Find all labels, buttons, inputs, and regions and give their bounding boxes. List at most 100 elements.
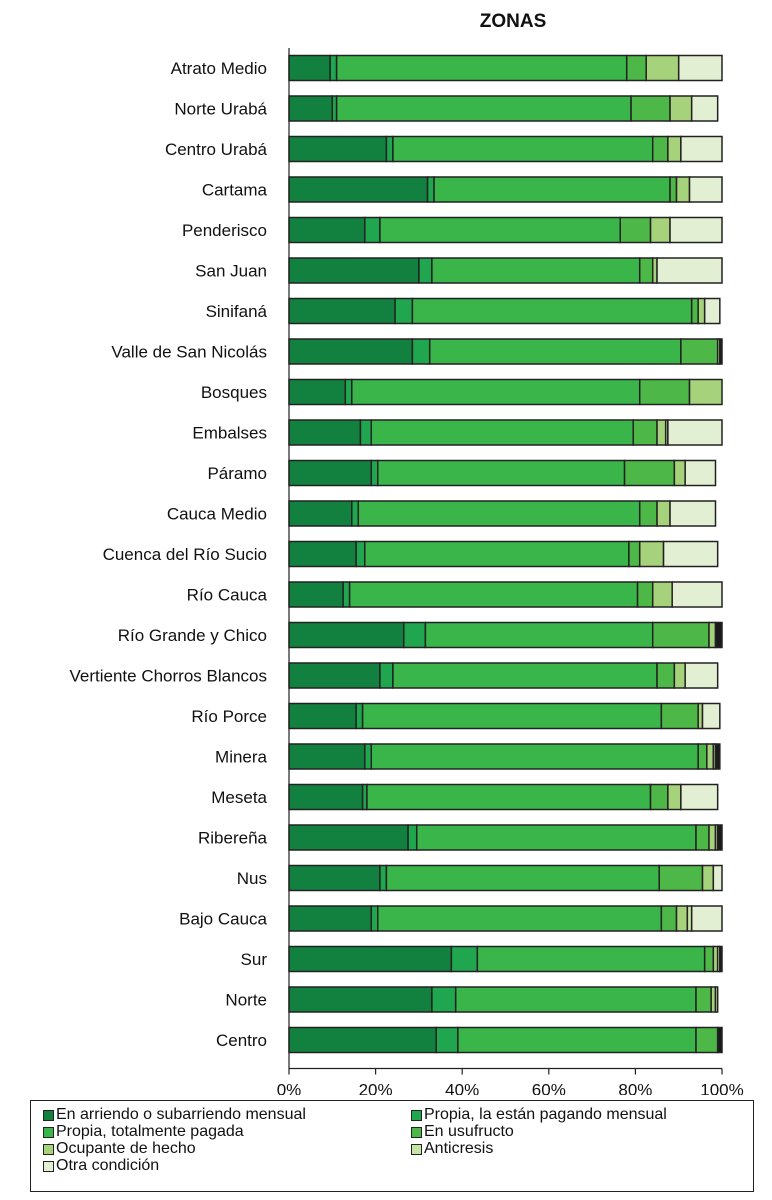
category-label: Meseta (211, 788, 267, 807)
legend-swatch (411, 1143, 422, 1155)
bar-segment (370, 743, 699, 770)
bar-segment (690, 905, 723, 932)
category-label: Sur (241, 950, 268, 969)
bar-segment (625, 54, 647, 82)
bar-segment (697, 297, 706, 325)
legend-label: Ocupante de hecho (56, 1140, 196, 1157)
bar-segment (656, 500, 671, 527)
bar-segment (364, 216, 381, 244)
x-tick-label: 40% (445, 1081, 479, 1096)
category-label: Penderisco (182, 221, 267, 240)
bar-segment (288, 338, 414, 365)
category-label: Ribereña (198, 829, 268, 848)
bar-segment (426, 176, 435, 203)
bar-segment (632, 419, 658, 446)
bar-segment (703, 945, 715, 973)
category-label: Río Porce (191, 707, 267, 726)
bar-segment (675, 905, 689, 932)
bar-segment (688, 378, 723, 406)
bar-segment (288, 176, 429, 203)
bar-segment (370, 419, 634, 446)
bar-segment (361, 702, 663, 730)
bar-segment (288, 459, 373, 487)
bar-segment (288, 783, 364, 811)
category-label: Centro (216, 1031, 267, 1050)
bar-segment (379, 216, 621, 244)
bar-segment (673, 662, 686, 689)
legend-swatch (43, 1126, 54, 1138)
bar-segment (433, 176, 671, 203)
bar-segment (288, 378, 347, 406)
bar-segment (288, 864, 381, 892)
bar-segment (638, 257, 654, 284)
legend-label: Propia, totalmente pagada (56, 1123, 244, 1140)
category-label: Cuenca del Río Sucio (103, 545, 267, 564)
bar-segment (708, 621, 717, 649)
bar-segment (656, 662, 676, 689)
bar-segment (649, 216, 671, 244)
category-label: San Juan (195, 262, 267, 281)
bar-segment (680, 338, 719, 365)
bar-segment (288, 905, 373, 932)
bar-segment (335, 95, 632, 122)
bar-segment (355, 540, 366, 568)
bar-segment (719, 945, 723, 973)
bar-segment (619, 216, 652, 244)
bar-segment (288, 257, 420, 284)
bar-segment (684, 459, 717, 487)
bar-segment (344, 378, 353, 406)
category-label: Nus (237, 869, 267, 888)
bar-segment (366, 783, 652, 811)
bar-segment (677, 54, 723, 82)
legend-label: Propia, la están pagando mensual (424, 1106, 667, 1123)
bar-segment (288, 945, 453, 973)
legend-label: En arriendo o subarriendo mensual (56, 1106, 306, 1123)
bar-segment (669, 500, 717, 527)
bar-segment (288, 581, 344, 608)
bar-segment (418, 257, 433, 284)
bar-segment (348, 581, 639, 608)
category-label: Atrato Medio (171, 59, 267, 78)
bar-segment (675, 176, 691, 203)
legend-label: Anticresis (424, 1140, 494, 1157)
bar-segment (684, 662, 719, 689)
bar-segment (673, 459, 686, 487)
bar-segment (671, 581, 723, 608)
bar-segment (288, 1026, 437, 1054)
bar-segment (719, 338, 723, 365)
bar-segment (669, 176, 678, 203)
bar-segment (651, 621, 710, 649)
bar-segment (411, 297, 693, 325)
bar-segment (476, 945, 706, 973)
x-tick-label: 20% (359, 1081, 393, 1096)
legend-swatch (43, 1109, 54, 1121)
bar-segment (450, 945, 479, 973)
bar-segment (680, 783, 719, 811)
legend-swatch (411, 1126, 422, 1138)
bar-segment (636, 581, 654, 608)
x-tick-label: 80% (618, 1081, 652, 1096)
bar-segment (379, 662, 394, 689)
bar-segment (288, 135, 388, 163)
bar-segment (695, 986, 712, 1013)
legend-item: Anticresis (411, 1141, 493, 1157)
bar-segment (351, 378, 641, 406)
bar-segment (351, 500, 360, 527)
bar-segment (359, 419, 373, 446)
bar-segment (695, 1026, 719, 1054)
legend-swatch (43, 1160, 54, 1172)
category-label: Río Grande y Chico (118, 626, 267, 645)
bar-segment (370, 459, 379, 487)
category-label: Minera (215, 748, 268, 767)
bar-segment (714, 621, 723, 649)
legend-label: Otra condición (56, 1157, 160, 1174)
bar-segment (660, 905, 678, 932)
bar-segment (656, 419, 667, 446)
category-label: Bosques (201, 383, 267, 402)
bar-segment (688, 176, 723, 203)
category-label: Páramo (207, 464, 267, 483)
bar-segment (667, 135, 682, 163)
bar-segment (638, 500, 658, 527)
bar-segment (415, 824, 697, 851)
bar-segment (357, 500, 641, 527)
